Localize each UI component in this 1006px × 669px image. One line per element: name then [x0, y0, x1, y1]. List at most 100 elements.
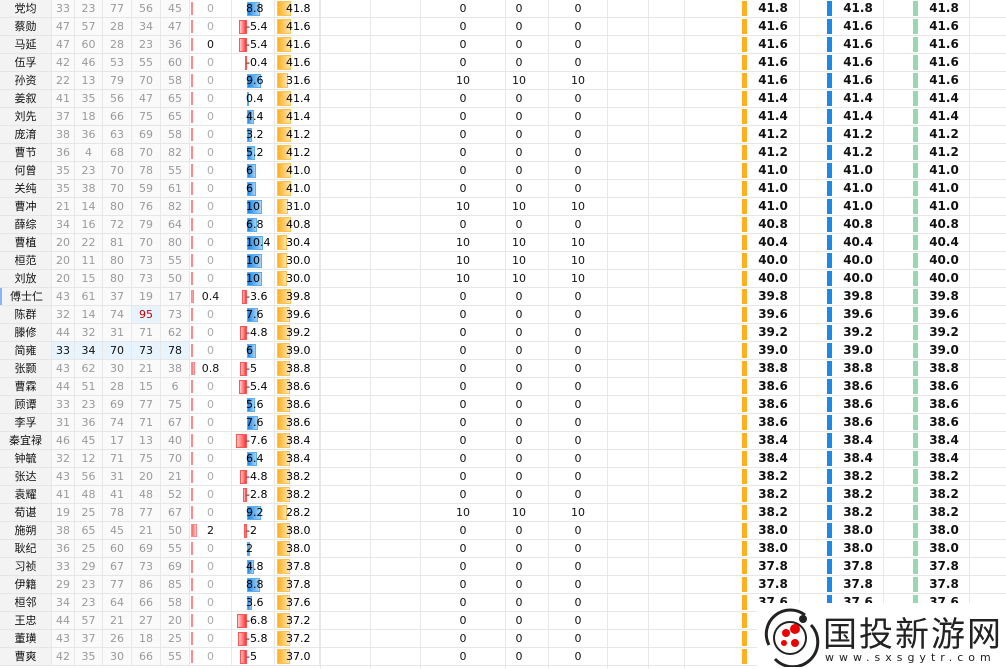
stat-cell[interactable]: 22: [52, 72, 75, 89]
bonus10-cell[interactable]: 0: [459, 308, 467, 321]
diff-cell[interactable]: -2.8: [232, 486, 275, 503]
stat-cell[interactable]: 56: [75, 468, 103, 485]
table-row[interactable]: 荀谌 19 25 78 77 67 0 9.2 28.2 10 10 10 38.2 38.2 38.2: [0, 504, 1006, 522]
bonus10-cell[interactable]: 0: [574, 218, 582, 231]
table-row[interactable]: 曹霖 44 51 28 15 6 0 -5.4 38.6 0 0 0 38.6 38.6 38.6: [0, 378, 1006, 396]
bonus-cell[interactable]: 0: [190, 378, 232, 395]
stat-cell[interactable]: 65: [161, 108, 190, 125]
name-cell[interactable]: 关纯: [0, 180, 52, 197]
table-row[interactable]: 习祯 33 29 67 73 69 0 4.8 37.8 0 0 0 37.8 37.8 37.8: [0, 558, 1006, 576]
stat-cell[interactable]: 16: [75, 216, 103, 233]
total-cell-2[interactable]: 40.8: [825, 216, 883, 233]
bonus10-cell[interactable]: 0: [515, 524, 523, 537]
stat-cell[interactable]: 72: [103, 216, 132, 233]
stat-cell[interactable]: 4: [75, 144, 103, 161]
stat-cell[interactable]: 55: [161, 648, 190, 665]
total-cell-3[interactable]: 37.8: [911, 558, 969, 575]
stat-cell[interactable]: 55: [132, 54, 161, 71]
stat-cell[interactable]: 69: [161, 558, 190, 575]
stat-cell[interactable]: 35: [52, 162, 75, 179]
stat-cell[interactable]: 13: [75, 72, 103, 89]
stat-cell[interactable]: 69: [132, 540, 161, 557]
score-cell[interactable]: 41.6: [275, 18, 320, 35]
stat-cell[interactable]: 45: [75, 432, 103, 449]
stat-cell[interactable]: 47: [161, 18, 190, 35]
bonus10-cell[interactable]: 0: [574, 182, 582, 195]
total-cell-2[interactable]: 41.6: [825, 36, 883, 53]
bonus10-cell[interactable]: 10: [512, 254, 526, 267]
total-cell-1[interactable]: 41.0: [740, 180, 798, 197]
stat-cell[interactable]: 95: [132, 306, 161, 323]
bonus10-cell[interactable]: 0: [459, 524, 467, 537]
stat-cell[interactable]: 32: [52, 306, 75, 323]
stat-cell[interactable]: 14: [75, 198, 103, 215]
total-cell-1[interactable]: 38.2: [740, 504, 798, 521]
total-cell-1[interactable]: 41.6: [740, 72, 798, 89]
bonus-cell[interactable]: 0: [190, 270, 232, 287]
total-cell-1[interactable]: 38.0: [740, 540, 798, 557]
stat-cell[interactable]: 29: [75, 558, 103, 575]
name-cell[interactable]: 伊籍: [0, 576, 52, 593]
stat-cell[interactable]: 21: [52, 198, 75, 215]
bonus10-cell[interactable]: 0: [574, 416, 582, 429]
stat-cell[interactable]: 44: [52, 612, 75, 629]
stat-cell[interactable]: 74: [103, 414, 132, 431]
stat-cell[interactable]: 86: [132, 576, 161, 593]
stat-cell[interactable]: 58: [161, 594, 190, 611]
bonus-cell[interactable]: 0: [190, 576, 232, 593]
total-cell-3[interactable]: 38.2: [911, 486, 969, 503]
total-cell-2[interactable]: 39.6: [825, 306, 883, 323]
diff-cell[interactable]: -4.8: [232, 324, 275, 341]
stat-cell[interactable]: 43: [52, 360, 75, 377]
stat-cell[interactable]: 36: [52, 540, 75, 557]
stat-cell[interactable]: 25: [75, 540, 103, 557]
bonus10-cell[interactable]: 0: [574, 2, 582, 15]
total-cell-3[interactable]: 38.4: [911, 432, 969, 449]
table-row[interactable]: 党均 33 23 77 56 45 0 8.8 41.8 0 0 0 41.8 41.8 41.8: [0, 0, 1006, 18]
stat-cell[interactable]: 33: [52, 342, 75, 359]
total-cell-1[interactable]: 38.2: [740, 468, 798, 485]
bonus10-cell[interactable]: 10: [571, 254, 585, 267]
stat-cell[interactable]: 59: [132, 180, 161, 197]
name-cell[interactable]: 蔡勋: [0, 18, 52, 35]
bonus-cell[interactable]: 0: [190, 72, 232, 89]
stat-cell[interactable]: 71: [132, 324, 161, 341]
table-row[interactable]: 刘放 20 15 80 73 50 0 10 30.0 10 10 10 40.0 40.0 40.0: [0, 270, 1006, 288]
bonus10-cell[interactable]: 0: [459, 578, 467, 591]
diff-cell[interactable]: 6.4: [232, 450, 275, 467]
stat-cell[interactable]: 79: [103, 72, 132, 89]
table-row[interactable]: 董璜 43 37 26 18 25 0 -5.8 37.2 0 0 0: [0, 630, 1006, 648]
bonus10-cell[interactable]: 0: [459, 218, 467, 231]
bonus10-cell[interactable]: 0: [515, 434, 523, 447]
stat-cell[interactable]: 33: [52, 0, 75, 17]
total-cell-1[interactable]: 41.0: [740, 162, 798, 179]
total-cell-3[interactable]: 41.0: [911, 162, 969, 179]
total-cell-1[interactable]: [740, 630, 798, 647]
bonus10-cell[interactable]: 0: [459, 434, 467, 447]
stat-cell[interactable]: 37: [103, 288, 132, 305]
bonus10-cell[interactable]: 0: [515, 614, 523, 627]
bonus10-cell[interactable]: 0: [459, 92, 467, 105]
name-cell[interactable]: 何曾: [0, 162, 52, 179]
total-cell-1[interactable]: 39.2: [740, 324, 798, 341]
bonus10-cell[interactable]: 0: [459, 2, 467, 15]
score-cell[interactable]: 41.0: [275, 162, 320, 179]
bonus10-cell[interactable]: 0: [459, 326, 467, 339]
stat-cell[interactable]: 71: [132, 414, 161, 431]
diff-cell[interactable]: 7.6: [232, 414, 275, 431]
total-cell-3[interactable]: 41.8: [911, 0, 969, 17]
total-cell-3[interactable]: 41.0: [911, 198, 969, 215]
stat-cell[interactable]: 53: [103, 54, 132, 71]
stat-cell[interactable]: 46: [75, 54, 103, 71]
total-cell-1[interactable]: 39.6: [740, 306, 798, 323]
bonus10-cell[interactable]: 0: [459, 110, 467, 123]
table-row[interactable]: 曹冲 21 14 80 76 82 0 10 31.0 10 10 10 41.0 41.0 41.0: [0, 198, 1006, 216]
total-cell-2[interactable]: 38.2: [825, 504, 883, 521]
stat-cell[interactable]: 14: [75, 306, 103, 323]
bonus10-cell[interactable]: 0: [515, 146, 523, 159]
score-cell[interactable]: 37.2: [275, 630, 320, 647]
stat-cell[interactable]: 67: [161, 504, 190, 521]
bonus10-cell[interactable]: 0: [459, 164, 467, 177]
stat-cell[interactable]: 79: [132, 216, 161, 233]
total-cell-2[interactable]: 41.2: [825, 144, 883, 161]
